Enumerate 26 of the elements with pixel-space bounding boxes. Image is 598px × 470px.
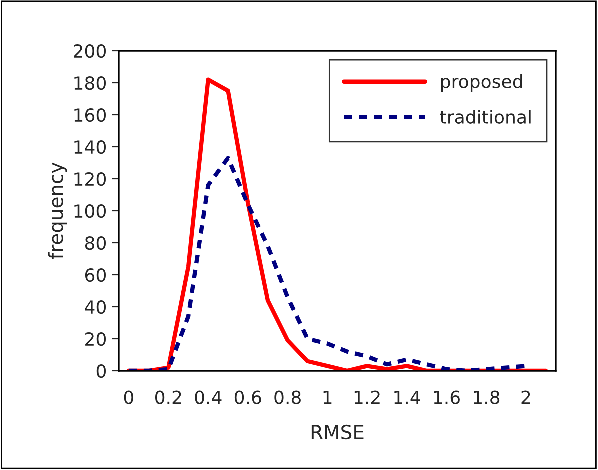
y-tick-label: 80 [85,236,106,250]
y-tick-label: 140 [74,140,106,154]
x-tick-label: 1.4 [394,391,420,404]
y-tick-label: 120 [74,172,106,186]
y-axis-title: frequency [48,162,68,260]
legend-label: traditional [440,110,531,124]
x-tick-label: 0.6 [234,390,262,404]
x-tick-label: 0.2 [155,390,182,404]
x-axis-title: RMSE [312,424,364,440]
y-tick-label: 160 [74,108,106,122]
y-tick-label: 200 [74,44,106,58]
x-tick-label: 1 [324,391,332,404]
y-tick-label: 60 [85,268,106,282]
legend-label: proposed [441,74,522,92]
y-tick-label: 0 [96,364,106,378]
x-tick-label: 0 [124,390,134,404]
y-tick-label: 180 [74,76,106,90]
x-tick-label: 1.6 [434,390,460,404]
y-tick-label: 100 [74,204,106,218]
x-tick-label: 1.2 [354,390,380,404]
x-tick-label: 0.4 [195,390,222,404]
x-tick-label: 2 [522,390,530,404]
x-tick-label: 0.8 [274,390,301,404]
y-tick-label: 20 [86,332,106,346]
y-tick-label: 40 [85,300,106,314]
x-tick-label: 1.8 [474,390,500,404]
